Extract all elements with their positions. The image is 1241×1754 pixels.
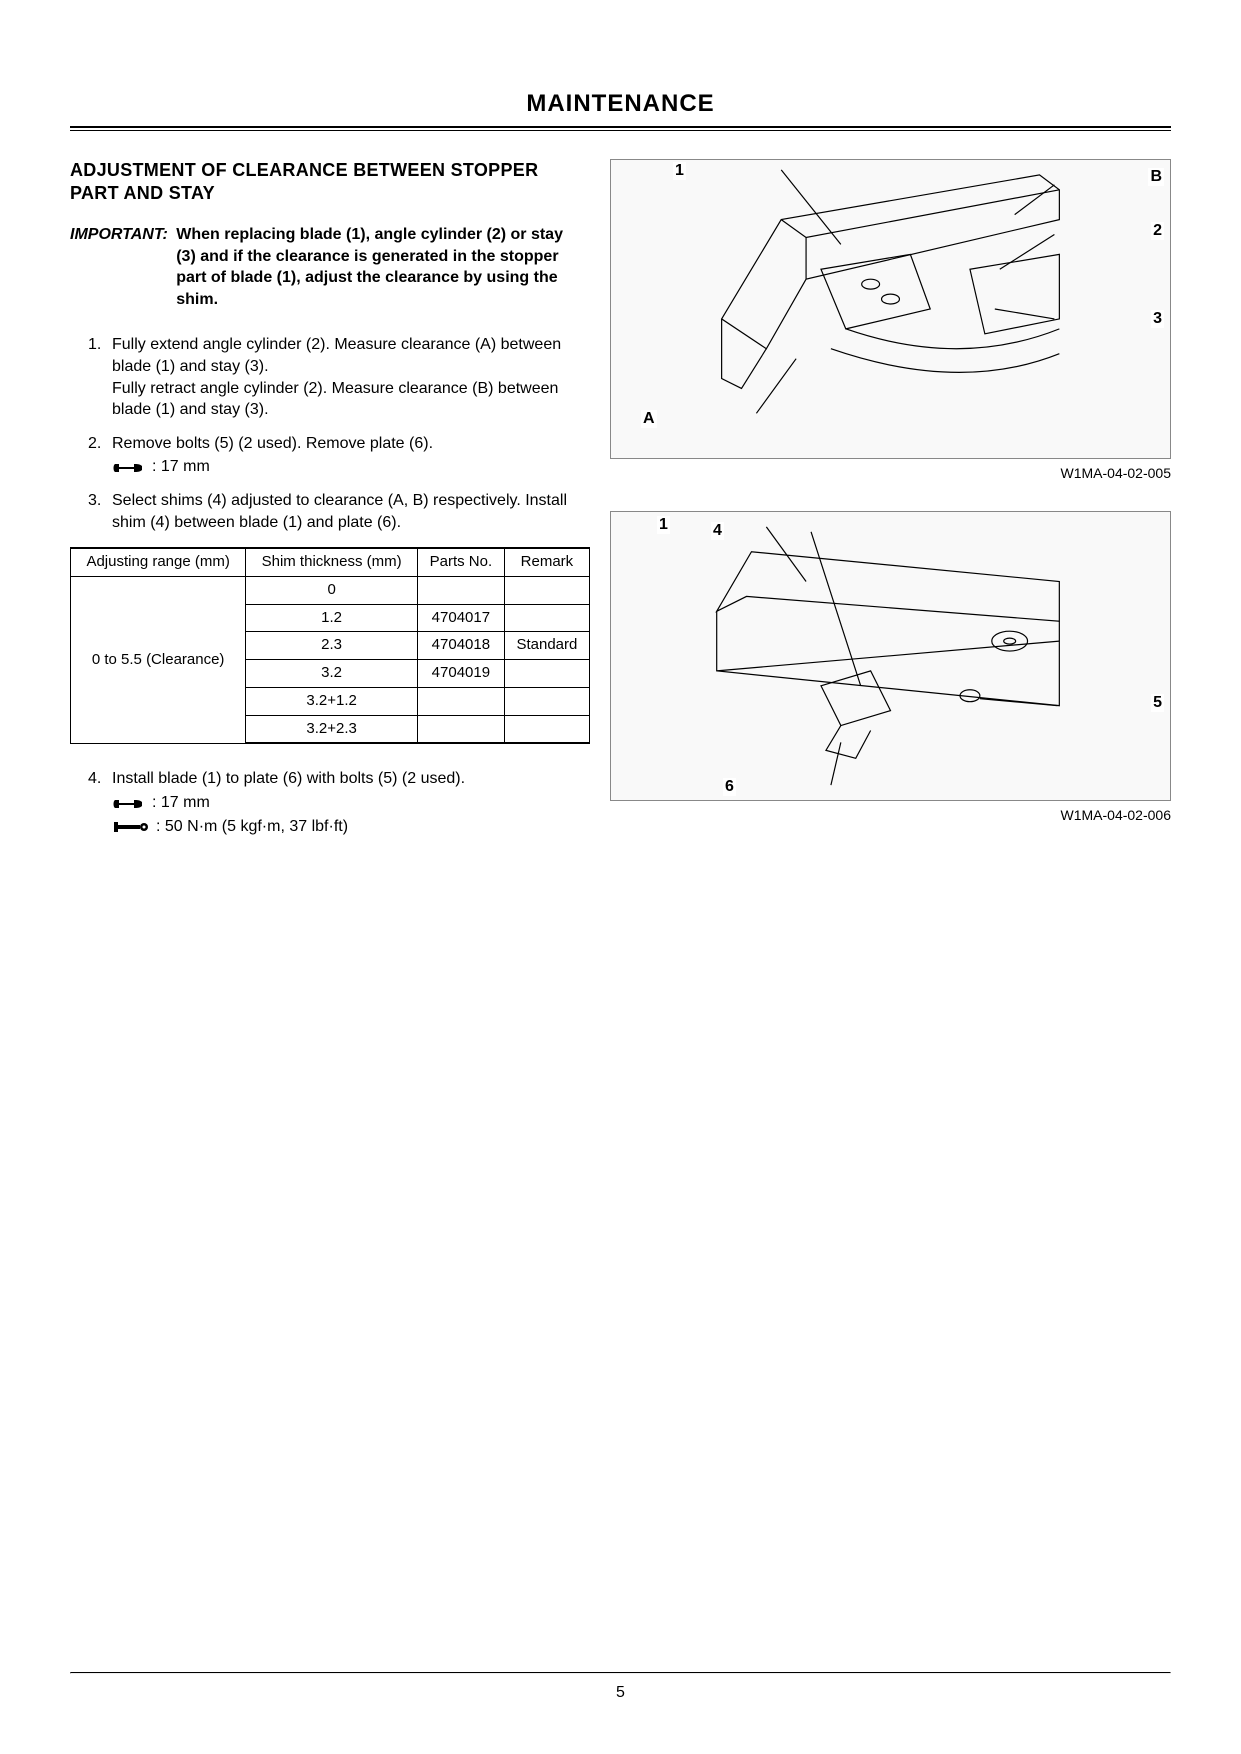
figure-2: 1 4 5 6 — [610, 511, 1171, 801]
step-2-text: Remove bolts (5) (2 used). Remove plate … — [112, 435, 433, 452]
cell-remark — [504, 604, 589, 632]
fig1-label-A: A — [641, 410, 657, 428]
cell-parts — [417, 576, 504, 604]
important-block: IMPORTANT: When replacing blade (1), ang… — [70, 224, 590, 310]
step-4: Install blade (1) to plate (6) with bolt… — [94, 768, 590, 837]
step-4-tool-row: : 17 mm — [112, 792, 590, 814]
important-text: When replacing blade (1), angle cylinder… — [176, 224, 566, 310]
cell-thickness: 2.3 — [246, 632, 418, 660]
step-4-text: Install blade (1) to plate (6) with bolt… — [112, 770, 465, 787]
step-4-torque-value: : 50 N·m (5 kgf·m, 37 lbf·ft) — [156, 816, 348, 838]
shim-table: Adjusting range (mm) Shim thickness (mm)… — [70, 547, 590, 744]
page-number: 5 — [0, 1684, 1241, 1702]
page-title: MAINTENANCE — [70, 90, 1171, 118]
fig1-label-1: 1 — [673, 162, 686, 180]
cell-remark — [504, 687, 589, 715]
step-2: Remove bolts (5) (2 used). Remove plate … — [94, 433, 590, 478]
important-label: IMPORTANT: — [70, 224, 168, 246]
th-parts: Parts No. — [417, 548, 504, 576]
cell-parts — [417, 687, 504, 715]
figure-2-svg — [611, 512, 1170, 800]
step-3: Select shims (4) adjusted to clearance (… — [94, 490, 590, 533]
fig1-label-B: B — [1148, 168, 1164, 186]
cell-parts — [417, 715, 504, 743]
fig2-label-4: 4 — [711, 522, 724, 540]
cell-range: 0 to 5.5 (Clearance) — [71, 576, 246, 743]
step-2-tool-value: : 17 mm — [152, 456, 210, 478]
fig2-label-5: 5 — [1151, 694, 1164, 712]
cell-thickness: 3.2+1.2 — [246, 687, 418, 715]
wrench-icon — [112, 460, 146, 474]
fig1-label-2: 2 — [1151, 222, 1164, 240]
fig2-label-6: 6 — [723, 778, 736, 796]
cell-remark: Standard — [504, 632, 589, 660]
cell-parts: 4704017 — [417, 604, 504, 632]
right-column: 1 B 2 3 A W1MA-04-02-005 — [610, 159, 1171, 849]
cell-thickness: 3.2+2.3 — [246, 715, 418, 743]
step-4-torque-row: : 50 N·m (5 kgf·m, 37 lbf·ft) — [112, 816, 590, 838]
th-thickness: Shim thickness (mm) — [246, 548, 418, 576]
figure-1-svg — [611, 160, 1170, 458]
cell-thickness: 0 — [246, 576, 418, 604]
step-2-tool-row: : 17 mm — [112, 456, 590, 478]
title-rule — [70, 126, 1171, 131]
figure-2-caption: W1MA-04-02-006 — [610, 807, 1171, 823]
left-column: ADJUSTMENT OF CLEARANCE BETWEEN STOPPER … — [70, 159, 590, 849]
th-remark: Remark — [504, 548, 589, 576]
figure-1: 1 B 2 3 A — [610, 159, 1171, 459]
th-range: Adjusting range (mm) — [71, 548, 246, 576]
step-1: Fully extend angle cylinder (2). Measure… — [94, 334, 590, 420]
cell-thickness: 3.2 — [246, 660, 418, 688]
steps-list: Fully extend angle cylinder (2). Measure… — [70, 334, 590, 533]
footer-rule — [70, 1672, 1171, 1674]
cell-parts: 4704018 — [417, 632, 504, 660]
step-1-text-b: Fully retract angle cylinder (2). Measur… — [112, 380, 558, 419]
cell-parts: 4704019 — [417, 660, 504, 688]
section-heading: ADJUSTMENT OF CLEARANCE BETWEEN STOPPER … — [70, 159, 590, 204]
cell-remark — [504, 715, 589, 743]
step-1-text-a: Fully extend angle cylinder (2). Measure… — [112, 336, 561, 375]
steps-list-cont: Install blade (1) to plate (6) with bolt… — [70, 768, 590, 837]
table-header-row: Adjusting range (mm) Shim thickness (mm)… — [71, 548, 590, 576]
cell-remark — [504, 576, 589, 604]
fig2-label-1: 1 — [657, 516, 670, 534]
content-columns: ADJUSTMENT OF CLEARANCE BETWEEN STOPPER … — [70, 159, 1171, 849]
cell-thickness: 1.2 — [246, 604, 418, 632]
figure-1-caption: W1MA-04-02-005 — [610, 465, 1171, 481]
fig1-label-3: 3 — [1151, 310, 1164, 328]
table-row: 0 to 5.5 (Clearance) 0 — [71, 576, 590, 604]
wrench-icon — [112, 796, 146, 810]
step-3-text: Select shims (4) adjusted to clearance (… — [112, 492, 567, 531]
torque-wrench-icon — [112, 819, 150, 833]
step-4-tool-value: : 17 mm — [152, 792, 210, 814]
cell-remark — [504, 660, 589, 688]
